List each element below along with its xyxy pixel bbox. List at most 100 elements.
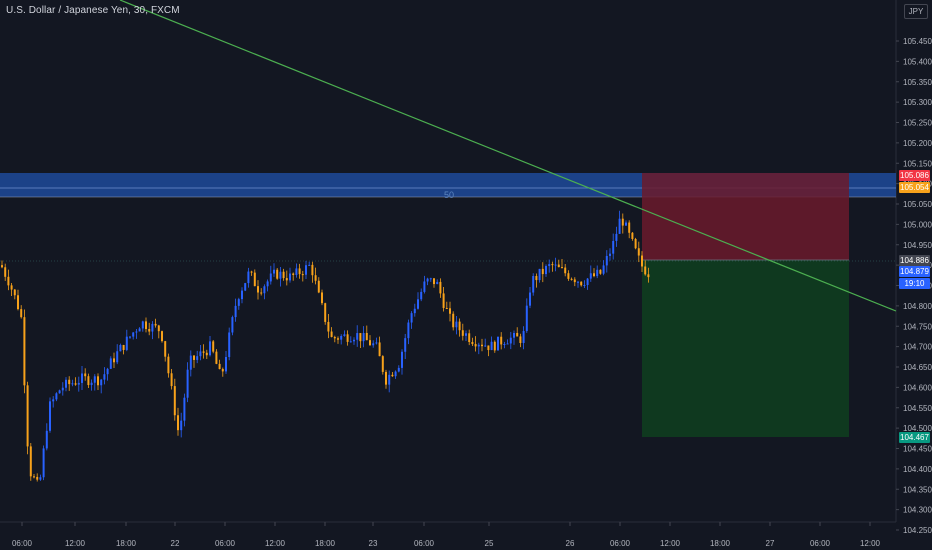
price-tick-label: 104.350 — [903, 485, 932, 494]
candle-body — [36, 476, 39, 480]
candle-body — [593, 273, 595, 277]
candle-body — [596, 269, 599, 277]
price-tick-label: 105.150 — [903, 159, 932, 168]
time-tick-label: 06:00 — [810, 539, 831, 548]
candle-body — [349, 341, 352, 343]
candle-body — [481, 344, 483, 347]
candle-body — [337, 338, 339, 340]
candle-body — [385, 371, 387, 385]
candle-body — [641, 255, 643, 267]
candle-body — [503, 344, 506, 346]
candle-body — [634, 238, 637, 249]
candle-body — [45, 430, 48, 449]
candle-body — [583, 284, 586, 286]
candle-body — [359, 333, 362, 342]
candle-body — [129, 336, 131, 338]
candle-body — [84, 373, 87, 377]
candle-body — [269, 273, 272, 282]
candle-body — [564, 267, 567, 274]
time-tick-label: 06:00 — [610, 539, 631, 548]
entry-upper-price-badge: 105.054 — [899, 182, 930, 193]
candle-body — [609, 253, 611, 256]
candle-body — [647, 274, 650, 278]
candle-body — [20, 309, 23, 318]
time-tick-label: 06:00 — [12, 539, 33, 548]
candle-body — [289, 273, 291, 281]
candle-body — [541, 268, 544, 275]
candle-body — [250, 271, 253, 273]
candle-body — [237, 299, 240, 306]
candle-body — [388, 374, 391, 385]
candle-body — [554, 264, 557, 266]
candle-body — [234, 305, 237, 318]
candle-body — [548, 264, 551, 267]
candle-body — [420, 291, 423, 300]
candle-body — [577, 281, 579, 283]
candle-body — [433, 278, 435, 285]
candle-body — [375, 342, 378, 344]
candle-body — [218, 363, 221, 370]
price-tick-label: 105.450 — [903, 37, 932, 46]
candle-body — [301, 274, 304, 276]
candle-body — [551, 264, 554, 266]
candle-body — [170, 373, 173, 387]
candle-body — [465, 333, 467, 336]
candle-body — [615, 233, 618, 241]
candle-body — [458, 321, 461, 331]
candle-body — [279, 271, 282, 279]
candle-body — [378, 342, 381, 357]
candle-body — [474, 344, 477, 347]
candle-body — [39, 477, 42, 480]
candle-body — [417, 299, 419, 309]
price-tick-label: 104.650 — [903, 363, 932, 372]
candle-body — [87, 376, 90, 386]
price-tick-label: 104.450 — [903, 445, 932, 454]
candle-body — [116, 351, 119, 363]
candle-body — [529, 292, 531, 306]
candle-body — [74, 383, 77, 385]
candle-body — [58, 390, 61, 394]
candle-body — [311, 264, 314, 276]
stop-loss-price-badge: 105.086 — [899, 170, 930, 181]
candle-body — [49, 401, 51, 431]
candle-body — [516, 332, 519, 337]
candle-body — [202, 351, 205, 353]
zone-label: 50 — [444, 190, 455, 200]
candle-body — [10, 285, 13, 290]
candle-body — [228, 332, 231, 358]
price-tick-label: 105.250 — [903, 119, 932, 128]
candle-body — [93, 376, 96, 383]
price-tick-label: 105.050 — [903, 200, 932, 209]
candle-body — [452, 313, 455, 328]
price-tick-label: 104.750 — [903, 322, 932, 331]
candle-body — [225, 357, 227, 372]
candle-body — [135, 331, 138, 333]
candle-body — [1, 265, 3, 268]
candle-body — [266, 281, 269, 287]
price-tick-label: 105.000 — [903, 220, 932, 229]
candle-body — [621, 218, 624, 226]
candle-body — [167, 356, 170, 374]
candle-body — [522, 331, 525, 343]
price-tick-label: 104.400 — [903, 465, 932, 474]
candle-body — [244, 283, 247, 291]
candle-body — [449, 308, 451, 314]
currency-button[interactable]: JPY — [904, 4, 928, 19]
price-tick-label: 104.500 — [903, 424, 932, 433]
take-profit-zone — [642, 260, 849, 437]
candle-body — [535, 276, 538, 281]
candle-body — [340, 335, 343, 340]
candle-body — [189, 355, 192, 370]
candle-body — [497, 336, 499, 351]
candle-body — [426, 278, 429, 282]
candle-body — [81, 373, 83, 383]
candle-body — [567, 273, 570, 279]
candle-body — [257, 286, 259, 293]
time-tick-label: 06:00 — [414, 539, 435, 548]
time-tick-label: 12:00 — [65, 539, 86, 548]
candle-body — [148, 328, 151, 332]
candle-body — [490, 341, 493, 351]
candle-body — [436, 281, 439, 285]
